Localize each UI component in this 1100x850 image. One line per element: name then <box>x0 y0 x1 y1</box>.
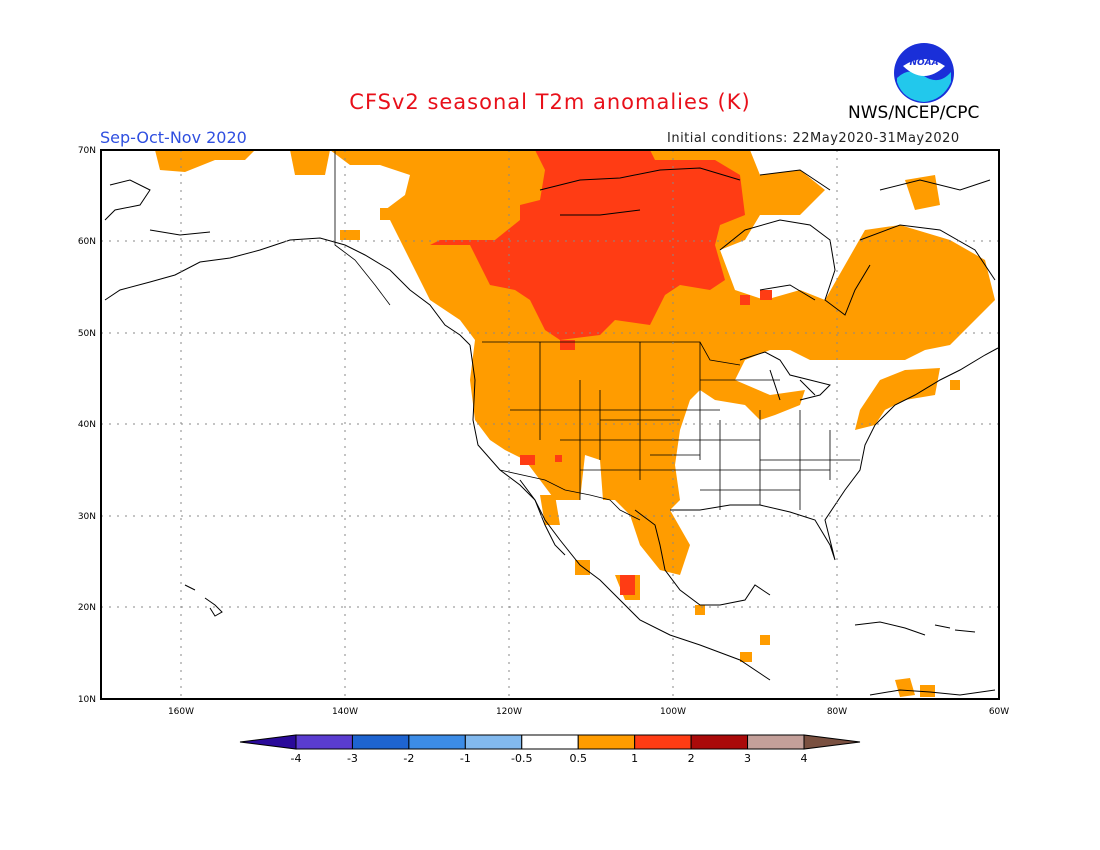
lat-label: 10N <box>78 695 96 705</box>
noaa-logo: NOAA <box>893 42 955 104</box>
colorbar-box <box>351 734 410 750</box>
colorbar-box <box>577 734 636 750</box>
colorbar-box <box>464 734 523 750</box>
colorbar-tick-label: -1 <box>460 752 471 765</box>
colorbar-box <box>521 734 579 750</box>
colorbar-box <box>634 734 692 750</box>
lat-label: 20N <box>78 603 96 613</box>
colorbar-end-high <box>803 734 861 750</box>
latitude-labels: 70N 60N 50N 40N 30N 20N 10N <box>78 146 96 705</box>
colorbar-box <box>747 734 805 750</box>
anomaly-shading-red <box>430 150 772 595</box>
colorbar-tick-label: 1 <box>631 752 638 765</box>
colorbar-tick-label: -0.5 <box>511 752 532 765</box>
map-frame <box>100 149 1000 700</box>
longitude-labels: 160W 140W 120W 100W 80W 60W <box>168 707 1009 717</box>
colorbar: -4 -3 -2 -1 -0.5 0.5 1 2 3 4 <box>239 734 861 765</box>
anomaly-fields <box>155 150 995 697</box>
lon-label: 140W <box>332 707 358 717</box>
lat-label: 40N <box>78 420 96 430</box>
lon-label: 80W <box>827 707 847 717</box>
colorbar-tick-label: 3 <box>744 752 751 765</box>
colorbar-box <box>408 734 466 750</box>
lat-label: 60N <box>78 237 96 247</box>
season-label: Sep-Oct-Nov 2020 <box>100 128 247 147</box>
map-title: CFSv2 seasonal T2m anomalies (K) <box>349 90 751 114</box>
colorbar-end-low <box>239 734 297 750</box>
lon-label: 120W <box>496 707 522 717</box>
lon-label: 100W <box>660 707 686 717</box>
logo-text: NOAA <box>909 58 938 68</box>
colorbar-tick-label: -4 <box>291 752 302 765</box>
lon-label: 160W <box>168 707 194 717</box>
colorbar-box <box>295 734 353 750</box>
agency-label: NWS/NCEP/CPC <box>848 103 980 123</box>
colorbar-tick-label: 4 <box>801 752 808 765</box>
lon-label: 60W <box>989 707 1009 717</box>
borders <box>334 150 860 521</box>
colorbar-tick-label: 2 <box>688 752 695 765</box>
lat-label: 30N <box>78 512 96 522</box>
colorbar-tick-label: 0.5 <box>569 752 587 765</box>
colorbar-box <box>690 734 749 750</box>
lat-label: 50N <box>78 329 96 339</box>
graticule <box>101 150 999 699</box>
lat-label: 70N <box>78 146 96 156</box>
initial-conditions-label: Initial conditions: 22May2020-31May2020 <box>667 131 960 146</box>
colorbar-tick-label: -2 <box>403 752 414 765</box>
colorbar-tick-label: -3 <box>347 752 358 765</box>
